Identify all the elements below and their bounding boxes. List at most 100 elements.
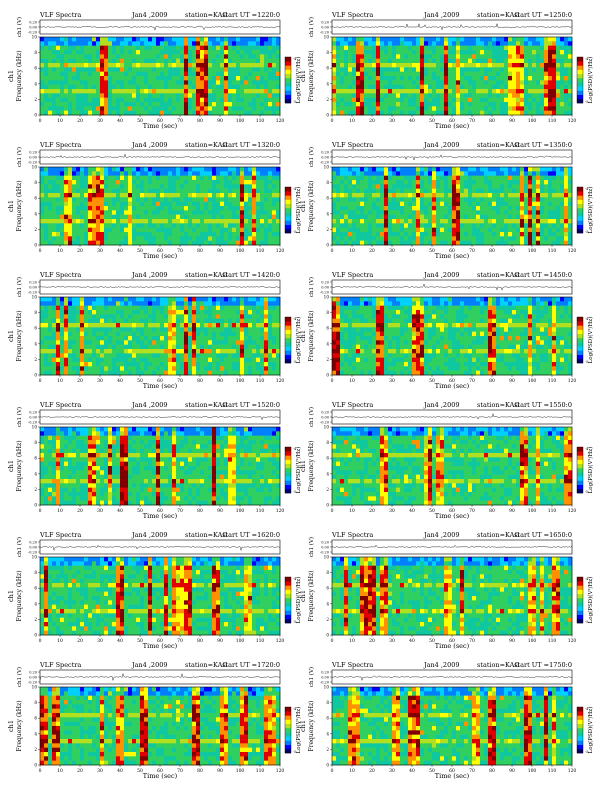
spectrogram-cell: [532, 240, 537, 246]
spectrogram-cell: [44, 223, 49, 228]
spectrogram-cell: [72, 362, 77, 367]
spectrogram-cell: [516, 188, 521, 194]
spectrogram-cell: [448, 236, 453, 241]
spectrogram-cell: [452, 71, 457, 77]
spectrogram-cell: [112, 318, 117, 324]
spectrogram-cell: [440, 236, 445, 241]
spectrogram-cell: [132, 240, 137, 246]
spectrogram-cell: [148, 197, 153, 202]
spectrogram-cell: [60, 84, 65, 90]
spectrogram-cell: [88, 197, 93, 202]
spectrogram-cell: [96, 45, 101, 51]
spectrogram-cell: [184, 167, 189, 172]
spectrogram-cell: [232, 210, 237, 215]
spectrogram-cell: [568, 180, 573, 185]
spectrogram-cell: [364, 232, 369, 237]
spectrogram-cell: [468, 93, 473, 98]
spectrogram-cell: [252, 50, 257, 55]
colorbar-step: [285, 61, 291, 66]
spectrogram-cell: [564, 97, 569, 103]
spectrogram-cell: [152, 193, 157, 198]
spectrogram-cell: [92, 318, 97, 324]
spectrogram-cell: [348, 227, 353, 233]
spectrogram-cell: [88, 89, 93, 94]
spectrogram-cell: [384, 214, 389, 220]
spectrogram-cell: [340, 171, 345, 176]
spectrogram-cell: [180, 188, 185, 194]
spectrogram-cell: [108, 331, 113, 337]
spectrogram-cell: [472, 188, 477, 194]
spectrogram-cell: [352, 110, 357, 116]
spectrogram-cell: [148, 106, 153, 111]
spectrogram-cell: [88, 71, 93, 77]
spectrogram-cell: [524, 37, 529, 42]
spectrogram-cell: [356, 240, 361, 246]
spectrogram-cell: [96, 89, 101, 94]
spectrogram-cell: [400, 175, 405, 181]
spectrogram-cell: [128, 219, 133, 224]
spectrogram-cell: [268, 63, 273, 68]
spectrogram-cell: [224, 63, 229, 68]
spectrogram-cell: [204, 76, 209, 81]
spectrogram-cell: [228, 80, 233, 85]
spectrogram-cell: [124, 201, 129, 207]
spectrogram-cell: [92, 340, 97, 345]
spectrogram-cell: [356, 93, 361, 98]
spectrogram-cell: [228, 184, 233, 189]
spectrogram-cell: [388, 76, 393, 81]
spectrogram-cell: [408, 102, 413, 107]
spectrogram-cell: [44, 227, 49, 233]
spectrogram-cell: [472, 80, 477, 85]
spectrogram-cell: [204, 71, 209, 77]
spectrogram-cell: [456, 63, 461, 68]
spectrogram-cell: [380, 223, 385, 228]
spectrogram-cell: [220, 223, 225, 228]
spectrogram-cell: [364, 201, 369, 207]
spectrogram-cell: [184, 232, 189, 237]
spectrogram-cell: [372, 214, 377, 220]
spectrogram-cell: [412, 93, 417, 98]
spectrogram-cell: [84, 41, 89, 46]
colorbar-step: [577, 94, 583, 100]
spectrogram-cell: [476, 71, 481, 77]
y-tick-label: 6: [34, 66, 37, 71]
spectrogram-cell: [508, 197, 513, 202]
spectrogram-cell: [464, 89, 469, 94]
spectrogram-cell: [236, 63, 241, 68]
spectrogram-cell: [188, 219, 193, 224]
spectrogram-cell: [188, 180, 193, 185]
spectrogram-cell: [80, 110, 85, 116]
spectrogram-cell: [208, 210, 213, 215]
spectrogram-cell: [416, 97, 421, 103]
spectrogram-cell: [356, 45, 361, 51]
spectrogram-cell: [404, 63, 409, 68]
spectrogram-cell: [380, 180, 385, 185]
spectrogram-cell: [168, 171, 173, 176]
spectrogram-cell: [368, 76, 373, 81]
spectrogram-cell: [412, 45, 417, 51]
spectrogram-cell: [560, 71, 565, 77]
spectrogram-cell: [52, 84, 57, 90]
spectrogram-cell: [372, 50, 377, 55]
spectrogram-cell: [368, 93, 373, 98]
spectrogram-cell: [104, 227, 109, 233]
spectrogram-cell: [48, 58, 53, 64]
spectrogram-cell: [552, 63, 557, 68]
spectrogram-cell: [72, 323, 77, 328]
spectrogram-cell: [564, 214, 569, 220]
spectrogram-cell: [460, 63, 465, 68]
spectrogram-cell: [40, 97, 45, 103]
spectrogram-cell: [156, 175, 161, 181]
spectrogram-cell: [264, 76, 269, 81]
spectrogram-cell: [76, 197, 81, 202]
spectrogram-cell: [384, 232, 389, 237]
spectrogram-cell: [464, 37, 469, 42]
spectrogram-cell: [412, 171, 417, 176]
spectrogram-cell: [376, 206, 381, 211]
spectrogram-cell: [472, 45, 477, 51]
spectrogram-cell: [224, 193, 229, 198]
spectrogram-cell: [348, 236, 353, 241]
spectrogram-cell: [116, 327, 121, 332]
spectrogram-cell: [408, 58, 413, 64]
spectrogram-cell: [56, 188, 61, 194]
